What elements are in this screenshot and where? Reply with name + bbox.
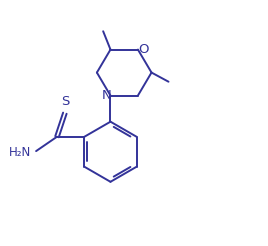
Text: O: O: [138, 43, 149, 56]
Text: N: N: [102, 89, 111, 102]
Text: S: S: [61, 95, 69, 108]
Text: H₂N: H₂N: [9, 146, 31, 159]
